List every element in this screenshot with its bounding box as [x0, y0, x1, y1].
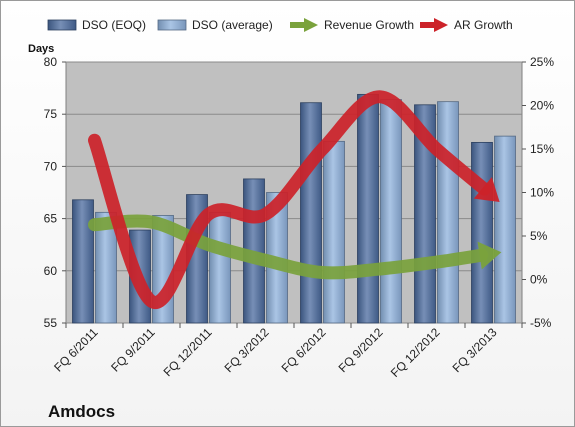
- legend-swatch: [157, 19, 187, 31]
- bar: [95, 211, 117, 324]
- series-arrowhead: [473, 177, 500, 202]
- legend-label: DSO (average): [192, 18, 273, 32]
- x-tick-label: FQ 9/2012: [336, 325, 386, 375]
- right-tick-label: 25%: [530, 55, 554, 69]
- legend-label: Revenue Growth: [324, 18, 414, 32]
- legend-swatch-arrow: [434, 18, 448, 32]
- right-tick-label: 0%: [530, 273, 548, 287]
- x-tick-label: FQ 12/2012: [388, 325, 443, 380]
- left-axis: 55 60 65 70 75 80: [44, 55, 66, 330]
- bar: [357, 93, 379, 324]
- legend-swatch-arrow: [304, 18, 318, 32]
- company-name: Amdocs: [48, 402, 115, 421]
- legend: DSO (EOQ) DSO (average) Revenue Growth AR G…: [47, 18, 513, 32]
- left-tick-label: 65: [44, 212, 58, 226]
- right-tick-label: 15%: [530, 142, 554, 156]
- right-tick-label: 5%: [530, 229, 548, 243]
- x-tick-label: FQ 12/2011: [161, 325, 215, 379]
- series-arrowhead: [477, 241, 502, 270]
- bar: [209, 211, 231, 324]
- x-tick-label: FQ 3/2012: [222, 325, 272, 375]
- series-line: [88, 214, 489, 280]
- right-tick-label: -5%: [530, 316, 552, 330]
- x-tick-label: FQ 6/2012: [279, 325, 329, 375]
- left-tick-label: 55: [44, 316, 58, 330]
- right-tick-label: 20%: [530, 99, 554, 113]
- line-series: [88, 90, 502, 309]
- left-tick-label: 75: [44, 107, 58, 121]
- left-tick-label: 70: [44, 159, 58, 173]
- x-axis: FQ 6/2011 FQ 9/2011 FQ 12/2011 FQ 3/2012 FQ …: [51, 323, 523, 380]
- legend-swatch: [47, 19, 77, 31]
- bar: [380, 99, 402, 324]
- bar: [471, 141, 493, 324]
- legend-label: DSO (EOQ): [82, 18, 146, 32]
- series-line: [88, 90, 491, 309]
- bar: [300, 102, 322, 324]
- x-tick-label: FQ 3/2013: [450, 325, 500, 375]
- x-tick-label: FQ 9/2011: [108, 325, 158, 375]
- x-tick-label: FQ 6/2011: [51, 325, 101, 375]
- bar: [494, 135, 516, 324]
- left-axis-title: Days: [28, 43, 54, 55]
- left-tick-label: 60: [44, 264, 58, 278]
- bar: [72, 199, 94, 324]
- right-axis: -5% 0% 5% 10% 15% 20% 25%: [522, 55, 554, 330]
- right-tick-label: 10%: [530, 186, 554, 200]
- bar: [437, 101, 459, 324]
- left-tick-label: 80: [44, 55, 58, 69]
- legend-label: AR Growth: [454, 18, 513, 32]
- bar: [323, 140, 345, 324]
